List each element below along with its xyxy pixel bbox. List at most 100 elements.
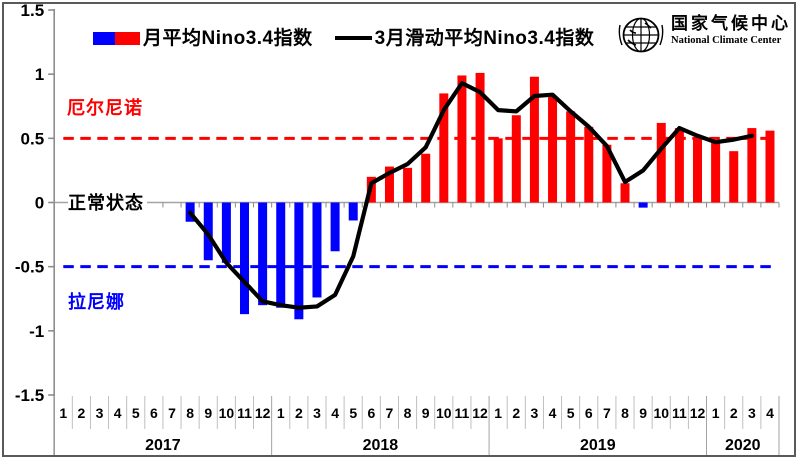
month-label: 8 xyxy=(186,405,194,421)
monthly-bar xyxy=(638,202,648,208)
monthly-bar xyxy=(330,202,340,252)
month-label: 7 xyxy=(603,405,611,421)
month-label: 4 xyxy=(549,405,557,421)
month-label: 3 xyxy=(748,405,756,421)
zero-axis xyxy=(53,201,780,208)
monthly-bar xyxy=(221,202,231,263)
month-label: 8 xyxy=(621,405,629,421)
month-label: 12 xyxy=(690,405,706,421)
monthly-bar xyxy=(421,153,431,203)
y-tick-label: 0 xyxy=(35,194,44,213)
monthly-bar xyxy=(403,167,413,203)
month-label: 3 xyxy=(531,405,539,421)
month-label: 9 xyxy=(204,405,212,421)
monthly-bar xyxy=(566,111,576,203)
monthly-bar xyxy=(258,202,268,306)
monthly-bar xyxy=(620,183,630,203)
y-tick-label: 0.5 xyxy=(21,129,45,148)
ncc-globe-icon xyxy=(618,17,664,53)
negative-bar-swatch xyxy=(93,31,115,45)
month-label: 10 xyxy=(436,405,452,421)
bar-legend-swatch xyxy=(93,31,140,45)
monthly-bar xyxy=(511,115,521,203)
month-label: 11 xyxy=(455,405,470,421)
month-label: 1 xyxy=(277,405,285,421)
month-label: 10 xyxy=(653,405,669,421)
month-label: 4 xyxy=(766,405,774,421)
year-label: 2019 xyxy=(580,437,616,454)
monthly-bar xyxy=(348,202,358,221)
y-tick-label: -1.5 xyxy=(15,386,44,405)
month-label: 2 xyxy=(512,405,520,421)
monthly-bar xyxy=(693,138,702,203)
bar-series-label: 月平均Nino3.4指数 xyxy=(143,27,313,49)
month-label: 9 xyxy=(422,405,430,421)
monthly-bar xyxy=(711,140,721,203)
month-label: 2 xyxy=(295,405,303,421)
monthly-bar xyxy=(674,128,684,203)
year-label: 2020 xyxy=(725,437,761,454)
monthly-bar xyxy=(457,75,467,203)
monthly-bar xyxy=(529,76,539,203)
y-axis: 1.5 1 0.5 0 -0.5 -1 -1.5 xyxy=(15,1,56,456)
month-label: 4 xyxy=(114,405,122,421)
month-label: 5 xyxy=(132,405,140,421)
month-label: 1 xyxy=(494,405,502,421)
monthly-bar xyxy=(602,144,612,203)
x-axis-labels: 1 2 3 4 5 6 7 8 9 10 11 12 1 2 3 4 5 6 7 8 9 10 11 12 1 2 3 4 5 6 7 8 9 1… xyxy=(53,396,780,456)
monthly-bar xyxy=(276,202,286,308)
month-label: 1 xyxy=(712,405,720,421)
monthly-bar xyxy=(493,138,503,203)
month-label: 6 xyxy=(585,405,593,421)
line-legend-swatch xyxy=(334,35,372,41)
monthly-bar xyxy=(312,202,322,298)
month-label: 5 xyxy=(567,405,575,421)
positive-bar-swatch xyxy=(115,31,140,45)
month-label: 5 xyxy=(349,405,357,421)
y-tick-label: 1.5 xyxy=(21,1,45,20)
month-label: 9 xyxy=(639,405,647,421)
line-series-label: 3月滑动平均Nino3.4指数 xyxy=(374,27,595,49)
monthly-bar xyxy=(765,130,775,203)
monthly-bar xyxy=(294,202,304,320)
ncc-logo: 国家气候中心 National Climate Center xyxy=(617,14,791,55)
el-nino-label: 厄尔尼诺 xyxy=(67,98,143,118)
month-label: 3 xyxy=(96,405,104,421)
month-label: 2 xyxy=(730,405,738,421)
org-name-english: National Climate Center xyxy=(671,34,782,46)
month-label: 12 xyxy=(255,405,271,421)
chart-legend: 月平均Nino3.4指数 3月滑动平均Nino3.4指数 xyxy=(93,27,594,49)
month-label: 6 xyxy=(150,405,158,421)
month-label: 6 xyxy=(367,405,375,421)
month-label: 11 xyxy=(672,405,687,421)
month-label: 1 xyxy=(59,405,67,421)
la-nina-label: 拉尼娜 xyxy=(68,292,125,312)
y-tick-label: 1 xyxy=(35,65,44,84)
monthly-bar xyxy=(729,151,739,203)
month-label: 12 xyxy=(472,405,488,421)
monthly-bar xyxy=(384,166,394,203)
monthly-bar xyxy=(584,126,594,203)
year-label: 2018 xyxy=(363,437,399,454)
month-label: 11 xyxy=(237,405,252,421)
org-name-chinese: 国家气候中心 xyxy=(671,14,791,33)
y-tick-label: -1 xyxy=(29,322,44,341)
monthly-bars xyxy=(185,72,775,320)
year-label: 2017 xyxy=(145,437,181,454)
y-tick-label: -0.5 xyxy=(15,258,44,277)
month-label: 8 xyxy=(404,405,412,421)
monthly-bar xyxy=(240,202,249,315)
month-label: 7 xyxy=(386,405,394,421)
running-mean-line xyxy=(188,81,754,310)
month-label: 2 xyxy=(78,405,86,421)
monthly-bar xyxy=(439,93,449,203)
month-label: 10 xyxy=(219,405,235,421)
month-label: 3 xyxy=(313,405,321,421)
month-label: 7 xyxy=(168,405,176,421)
normal-state-label: 正常状态 xyxy=(68,193,147,213)
monthly-bar xyxy=(475,72,485,203)
monthly-bar xyxy=(656,122,666,203)
month-label: 4 xyxy=(331,405,339,421)
